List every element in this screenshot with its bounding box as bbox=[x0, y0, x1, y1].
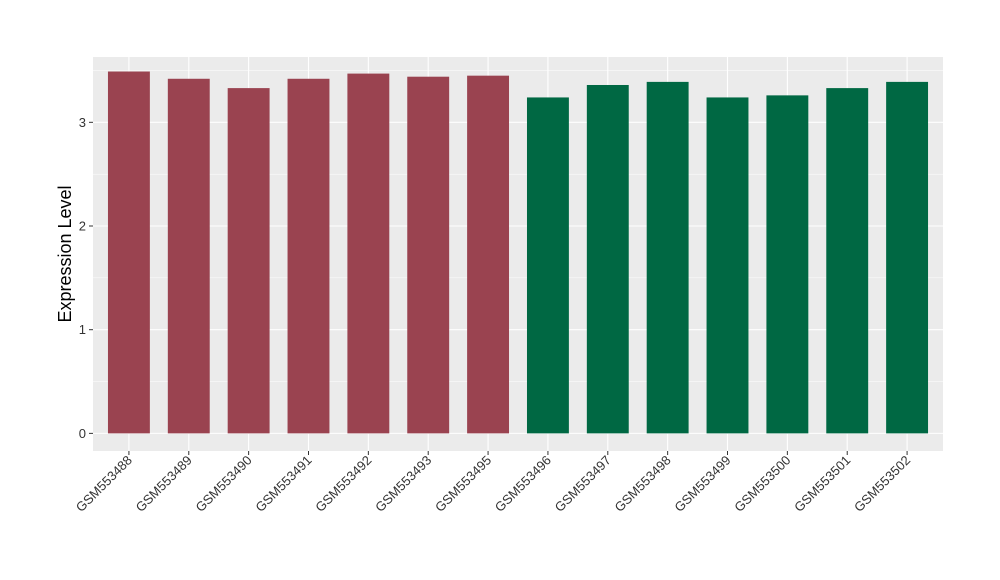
bars bbox=[107, 71, 929, 434]
x-tick-label: GSM553489 bbox=[133, 453, 195, 515]
x-tick-label: GSM553498 bbox=[612, 453, 674, 515]
bar-GSM553499 bbox=[706, 97, 749, 434]
bar-GSM553491 bbox=[287, 78, 330, 434]
x-axis: GSM553488GSM553489GSM553490GSM553491GSM5… bbox=[73, 451, 913, 515]
bar-GSM553496 bbox=[526, 97, 569, 434]
x-tick-label: GSM553493 bbox=[372, 453, 434, 515]
y-axis-title: Expression Level bbox=[55, 185, 75, 322]
bar-GSM553489 bbox=[167, 78, 210, 434]
plot-panel bbox=[93, 57, 943, 451]
x-tick-label: GSM553490 bbox=[193, 453, 255, 515]
bar-GSM553493 bbox=[407, 76, 450, 434]
bar-GSM553502 bbox=[886, 81, 929, 434]
y-axis: 0 1 2 3 bbox=[79, 115, 93, 441]
x-tick-label: GSM553499 bbox=[671, 453, 733, 515]
y-tick-label: 0 bbox=[79, 426, 86, 441]
x-tick-label: GSM553491 bbox=[252, 453, 314, 515]
bar-GSM553501 bbox=[826, 88, 869, 434]
x-tick-label: GSM553488 bbox=[73, 453, 135, 515]
x-tick-label: GSM553492 bbox=[312, 453, 374, 515]
y-tick-label: 1 bbox=[79, 322, 86, 337]
x-tick-label: GSM553502 bbox=[851, 453, 913, 515]
bar-GSM553490 bbox=[227, 88, 270, 434]
bar-GSM553488 bbox=[107, 71, 150, 434]
bar-GSM553495 bbox=[467, 75, 510, 434]
bar-GSM553492 bbox=[347, 73, 390, 434]
x-tick-label: GSM553495 bbox=[432, 453, 494, 515]
bar-GSM553497 bbox=[586, 84, 629, 434]
bar-GSM553498 bbox=[646, 81, 689, 434]
y-tick-label: 2 bbox=[79, 219, 86, 234]
x-tick-label: GSM553496 bbox=[492, 453, 554, 515]
x-tick-label: GSM553500 bbox=[731, 453, 793, 515]
x-tick-label: GSM553501 bbox=[791, 453, 853, 515]
bar-GSM553500 bbox=[766, 95, 809, 434]
y-tick-label: 3 bbox=[79, 115, 86, 130]
x-tick-label: GSM553497 bbox=[552, 453, 614, 515]
